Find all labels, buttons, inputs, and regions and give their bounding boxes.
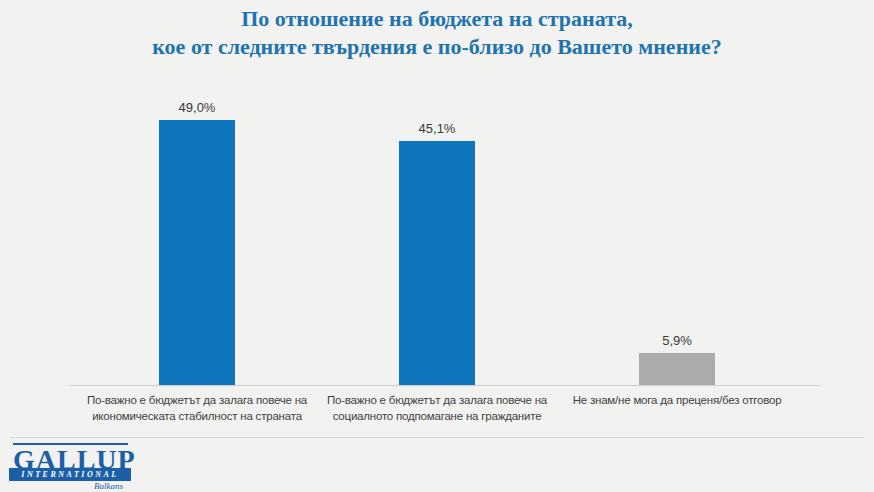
- bar-value-label: 49,0%: [77, 100, 317, 115]
- bar: [159, 120, 235, 385]
- footer-separator-line: [10, 437, 864, 438]
- bar-chart: По-важно е бюджетът да залага повече на …: [0, 0, 874, 492]
- logo-balkans-label: Balkans: [13, 481, 123, 491]
- bar-group: 5,9%: [557, 0, 797, 385]
- bar-group: 49,0%: [77, 0, 317, 385]
- logo-international-banner: INTERNATIONAL: [9, 468, 131, 481]
- bar-category-label: По-важно е бюджетът да залага повече на …: [77, 392, 317, 424]
- x-axis-line: [70, 385, 820, 386]
- bar-value-label: 45,1%: [317, 121, 557, 136]
- bar-value-label: 5,9%: [557, 333, 797, 348]
- bar-category-label: Не знам/не мога да преценя/без отговор: [557, 392, 797, 408]
- bar-category-label: По-важно е бюджетът да залага повече на …: [317, 392, 557, 424]
- bar: [399, 141, 475, 385]
- bar-group: 45,1%: [317, 0, 557, 385]
- bar: [639, 353, 715, 385]
